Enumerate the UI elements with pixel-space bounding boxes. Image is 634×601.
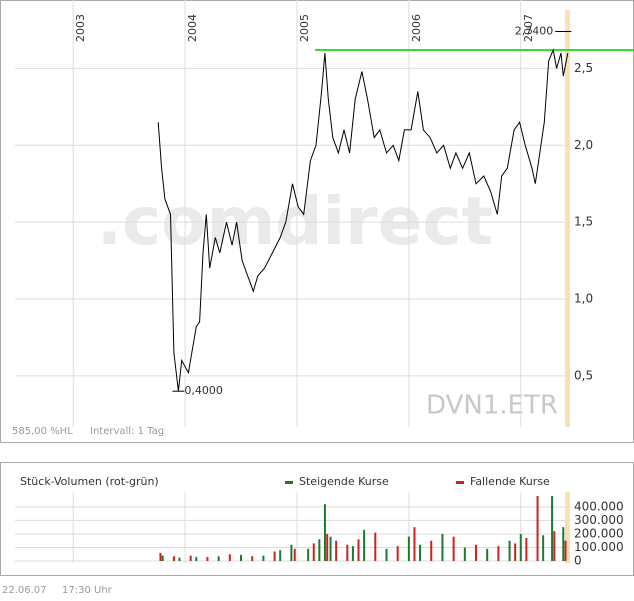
volume-bar [293,548,296,561]
volume-bar [217,556,220,561]
volume-bar [240,554,243,561]
volume-bar [323,504,326,561]
footer-date: 22.06.07 [2,585,47,596]
volume-bar [206,556,209,561]
volume-bar [307,548,310,561]
y-tick-label: 100.000 [574,540,624,554]
volume-bar [419,544,422,561]
volume-bar [374,532,377,561]
volume-bar [195,556,198,561]
volume-bar [351,546,354,561]
y-tick-label: 200.000 [574,526,624,540]
y-tick-label: 300.000 [574,513,624,527]
y-tick-label: 1,0 [574,291,593,305]
volume-panel [0,462,634,576]
volume-bar [525,538,528,561]
volume-bar [514,543,517,561]
volume-bar [413,527,416,561]
volume-bar [551,496,554,561]
x-tick-label: 2005 [298,14,311,42]
y-tick-label: 2,0 [574,138,593,152]
volume-bar [273,551,276,561]
volume-bar [519,533,522,561]
legend-marker [285,481,293,484]
volume-bar [497,546,500,561]
current-band [565,10,570,427]
volume-bar [536,496,539,561]
y-tick-label: 2,5 [574,61,593,75]
volume-bar [262,555,265,561]
volume-bar [385,548,388,561]
volume-bar [346,544,349,561]
volume-bar [463,547,466,561]
volume-bar [279,550,282,561]
price-line [157,48,569,392]
volume-bar [159,552,162,561]
legend-marker [456,481,464,484]
ticker: DVN1.ETR [426,391,558,421]
volume-bar [251,556,254,561]
range-note: 585,00 %HL [12,426,73,437]
volume-bar [564,540,567,561]
volume-bar [172,556,175,561]
footer-time: 17:30 Uhr [62,585,113,596]
volume-bar [441,533,444,561]
y-tick-label: 1,5 [574,215,593,229]
volume-bar [290,544,293,561]
volume-bar [318,539,321,561]
y-tick-label: 0 [574,554,582,568]
y-tick-label: 0,5 [574,368,593,382]
y-tick-label: 400.000 [574,499,624,513]
volume-bar [161,555,164,561]
x-tick-label: 2007 [522,14,535,42]
volume-bar [486,548,489,561]
volume-bar [508,540,511,561]
volume-bar [475,544,478,561]
volume-bar [326,533,329,561]
volume-bar [329,536,332,561]
volume-bar [553,531,556,561]
volume-bar [357,539,360,561]
legend-label: Fallende Kurse [470,475,550,488]
volume-bar [562,527,565,561]
volume-bar [335,540,338,561]
min-label: 0,4000 [184,384,223,397]
volume-bar [363,529,366,561]
interval: Intervall: 1 Tag [90,426,164,437]
x-tick-label: 2003 [74,14,87,42]
volume-bar [189,555,192,561]
x-tick-label: 2006 [410,14,423,42]
x-tick-label: 2004 [186,14,199,42]
volume-bar [407,536,410,561]
volume-title: Stück-Volumen (rot-grün) [20,475,159,488]
legend-label: Steigende Kurse [299,475,389,488]
volume-bar [452,536,455,561]
volume-bar [178,557,181,561]
volume-bar [542,535,545,561]
volume-bar [312,543,315,561]
volume-bar [228,554,231,561]
current-band [565,492,570,563]
price-panel [0,0,634,443]
max-label: 2,7400 [515,25,554,38]
volume-bar [430,540,433,561]
volume-bar [396,546,399,561]
